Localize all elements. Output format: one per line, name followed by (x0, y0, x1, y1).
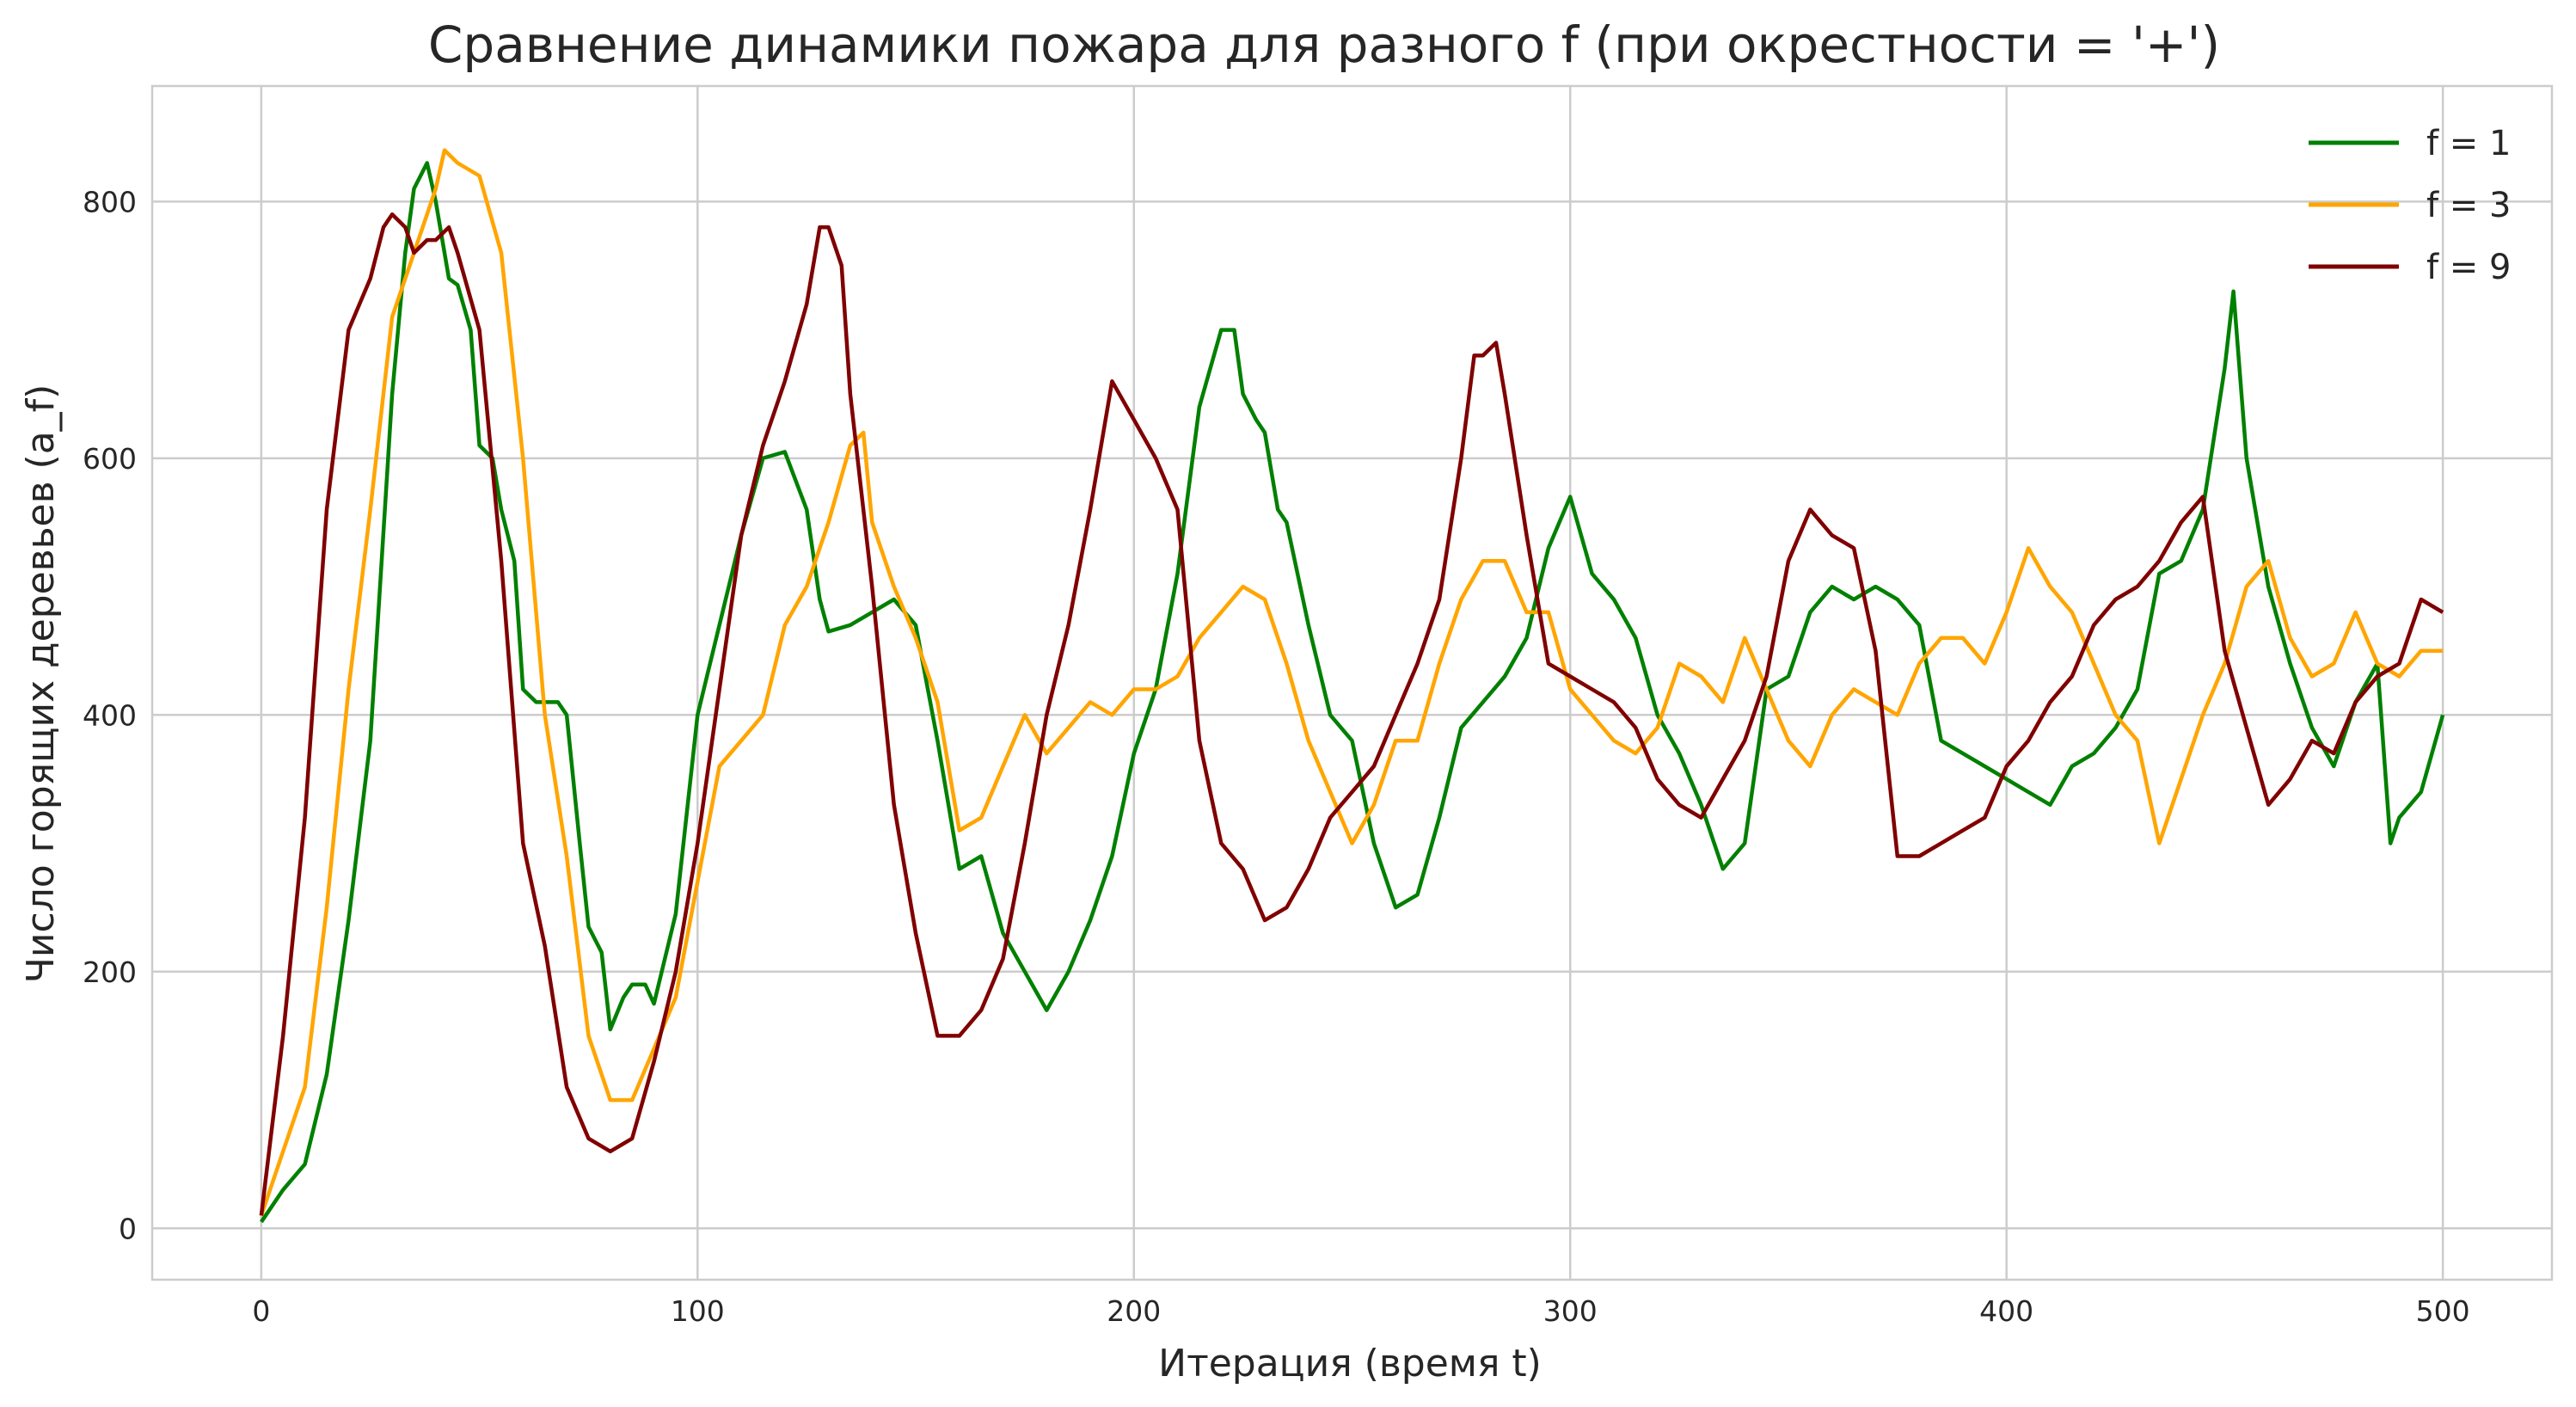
grid-lines (152, 86, 2552, 1280)
y-axis-label: Число горящих деревьев (a_f) (19, 384, 63, 984)
y-tick-label: 0 (119, 1212, 137, 1245)
plot-frame (150, 84, 2554, 1281)
series-line-1 (260, 161, 2445, 1224)
y-tick-label: 600 (83, 442, 137, 476)
x-tick-label: 300 (1543, 1294, 1598, 1328)
x-tick-label: 400 (1979, 1294, 2033, 1328)
x-tick-label: 200 (1107, 1294, 1161, 1328)
tick-labels: 0 100 200 300 400 500 0 200 400 600 800 (83, 185, 2470, 1328)
x-tick-label: 100 (671, 1294, 725, 1328)
y-tick-label: 200 (83, 955, 137, 989)
y-tick-label: 800 (83, 185, 137, 218)
legend-label-f1: f = 1 (2426, 124, 2511, 163)
series-line-2 (259, 148, 2444, 1217)
series-line-3 (259, 212, 2444, 1216)
x-tick-label: 500 (2416, 1294, 2470, 1328)
chart-title: Сравнение динамики пожара для разного f … (428, 15, 2220, 74)
legend: f = 1 f = 3 f = 9 (2309, 124, 2511, 287)
legend-label-f9: f = 9 (2426, 248, 2511, 287)
x-axis-label: Итерация (время t) (1158, 1342, 1542, 1385)
y-tick-label: 400 (83, 698, 137, 732)
legend-label-f3: f = 3 (2426, 186, 2511, 225)
series-lines (259, 148, 2445, 1224)
x-tick-label: 0 (252, 1294, 270, 1328)
